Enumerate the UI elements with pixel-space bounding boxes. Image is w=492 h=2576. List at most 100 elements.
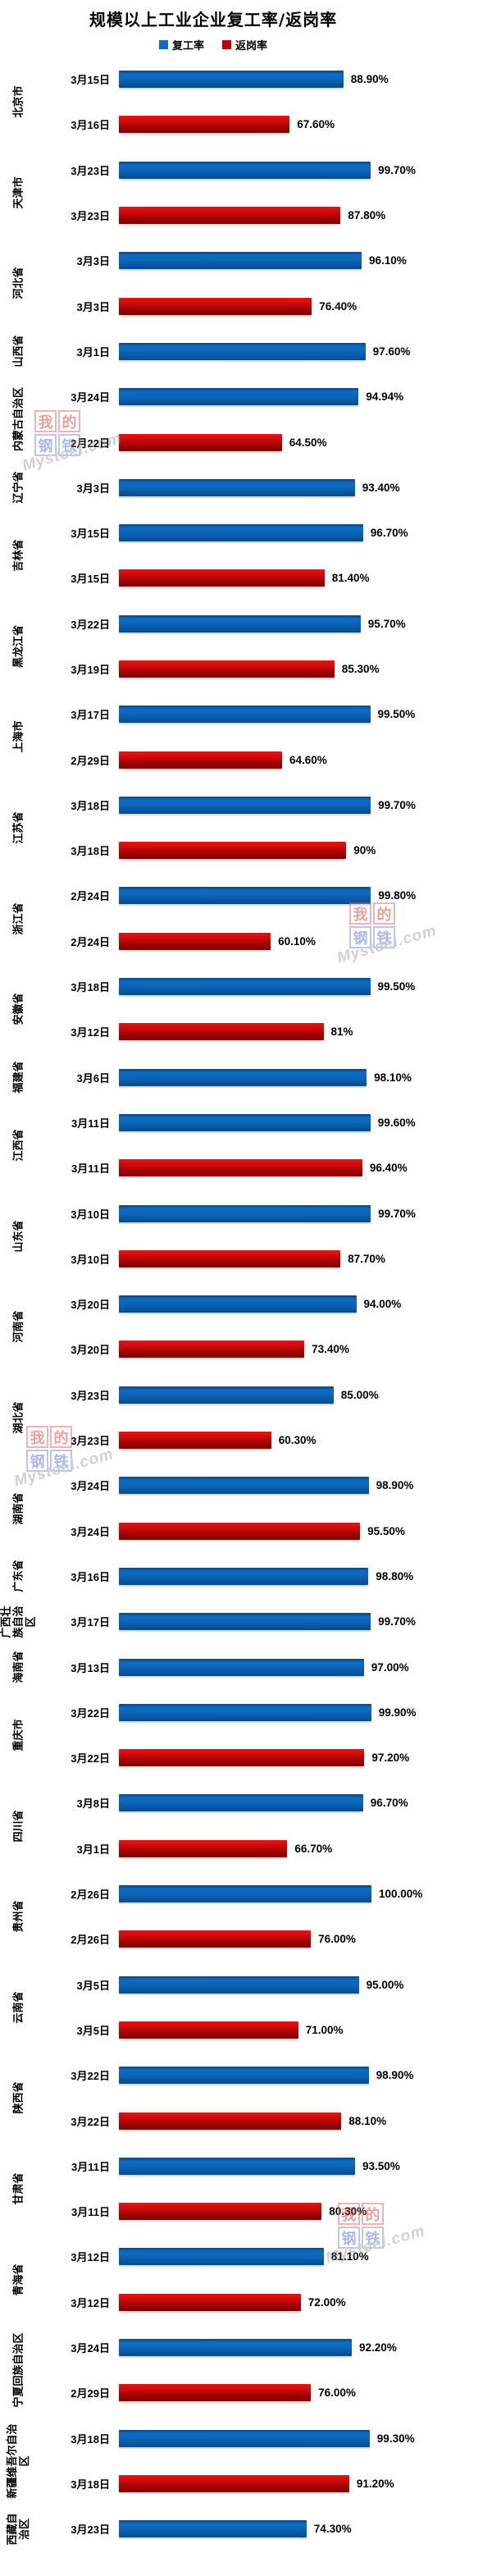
- date-label: 3月5日: [76, 1979, 110, 1992]
- date-label: 3月20日: [71, 1344, 110, 1357]
- date-label: 2月26日: [71, 1889, 110, 1902]
- bar-row: 3月18日 91.20%: [38, 2461, 492, 2506]
- region-group: 安徽省 3月18日 99.50% 3月12日 81%: [0, 964, 492, 1055]
- region-name: 吉林省: [11, 539, 25, 572]
- bar-track: 96.10%: [119, 238, 492, 283]
- resumption-rate-bar: [119, 887, 371, 905]
- bar-track: 100.00%: [119, 1871, 492, 1916]
- bar-row: 3月18日 99.30%: [38, 2415, 492, 2460]
- date-label: 3月12日: [71, 2296, 110, 2309]
- value-label: 73.40%: [312, 1343, 349, 1356]
- bar-track: 97.60%: [119, 329, 492, 374]
- region-group: 天津市 3月23日 99.70% 3月23日 87.80%: [0, 148, 492, 239]
- region-group: 上海市 3月17日 99.50% 2月29日 64.60%: [0, 692, 492, 783]
- region-name: 云南省: [11, 1991, 25, 2024]
- date-label: 3月18日: [71, 2478, 110, 2491]
- region-group: 黑龙江省 3月22日 95.70% 3月19日 85.30%: [0, 601, 492, 692]
- bar-row: 2月24日 99.80%: [38, 873, 492, 918]
- bar-track: 87.80%: [119, 193, 492, 238]
- value-label: 98.90%: [376, 2069, 414, 2082]
- value-label: 96.40%: [369, 1162, 408, 1175]
- region-name: 陕西省: [11, 2081, 25, 2114]
- region-group: 甘肃省 3月11日 93.50% 3月11日 80.30%: [0, 2144, 492, 2235]
- bar-row: 3月24日 95.50%: [38, 1509, 492, 1554]
- value-label: 99.70%: [378, 1615, 416, 1628]
- value-label: 96.70%: [370, 527, 408, 540]
- bar-row: 3月20日 73.40%: [38, 1327, 492, 1372]
- region-axis-label: 广西壮族自治区: [0, 1599, 38, 1644]
- date-label: 3月15日: [71, 528, 110, 541]
- bar-row: 3月3日 76.40%: [38, 283, 492, 328]
- bar-track: 64.50%: [119, 419, 492, 464]
- value-label: 88.10%: [348, 2114, 387, 2127]
- return-rate-bar: [119, 751, 282, 769]
- region-group: 江西省 3月11日 99.60% 3月11日 96.40%: [0, 1100, 492, 1191]
- value-label: 88.90%: [350, 73, 389, 86]
- region-axis-label: 四川省: [0, 1780, 38, 1871]
- bar-track: 97.00%: [119, 1644, 492, 1689]
- region-axis-label: 黑龙江省: [0, 601, 38, 692]
- region-group: 浙江省 2月24日 99.80% 2月24日 60.10%: [0, 873, 492, 964]
- bar-row: 3月22日 98.90%: [38, 2053, 492, 2098]
- date-label: 2月29日: [71, 754, 110, 767]
- bar-row: 3月12日 81%: [38, 1009, 492, 1054]
- value-label: 99.70%: [378, 163, 416, 176]
- resumption-rate-bar: [119, 614, 361, 633]
- bar-row: 3月23日 60.30%: [38, 1418, 492, 1463]
- bar-track: 71.00%: [119, 2007, 492, 2053]
- region-axis-label: 甘肃省: [0, 2144, 38, 2235]
- date-label: 3月24日: [71, 391, 110, 404]
- date-label: 3月18日: [71, 2432, 110, 2446]
- date-label: 3月12日: [71, 1026, 110, 1039]
- bar-row: 3月19日 85.30%: [38, 646, 492, 692]
- region-group: 辽宁省 3月3日 93.40%: [0, 465, 492, 510]
- bar-row: 3月16日 67.60%: [38, 102, 492, 147]
- date-label: 2月29日: [71, 2387, 110, 2400]
- bar-track: 99.50%: [119, 964, 492, 1009]
- return-rate-bar: [119, 1930, 312, 1948]
- date-label: 3月22日: [71, 1706, 110, 1720]
- region-axis-label: 云南省: [0, 1962, 38, 2053]
- bar-track: 73.40%: [119, 1327, 492, 1372]
- value-label: 97.00%: [371, 1660, 409, 1674]
- value-label: 99.70%: [378, 798, 416, 811]
- bar-row: 3月18日 99.50%: [38, 964, 492, 1009]
- resumption-rate-bar: [119, 1295, 357, 1313]
- legend-chip-blue-icon: [158, 39, 168, 49]
- bar-track: 97.20%: [119, 1735, 492, 1780]
- value-label: 60.10%: [278, 934, 316, 948]
- date-label: 2月22日: [71, 436, 110, 450]
- value-label: 81.10%: [330, 2250, 369, 2263]
- bar-row: 3月11日 80.30%: [38, 2189, 492, 2234]
- date-label: 3月1日: [76, 1843, 110, 1856]
- return-rate-bar: [119, 2203, 322, 2221]
- date-label: 3月3日: [76, 300, 110, 313]
- resumption-rate-bar: [119, 2429, 370, 2447]
- date-label: 2月24日: [71, 935, 110, 948]
- bar-track: 99.80%: [119, 873, 492, 918]
- bar-track: 99.70%: [119, 1190, 492, 1235]
- chart-title: 规模以上工业企业复工率/返岗率: [89, 10, 338, 30]
- return-rate-bar: [119, 116, 290, 134]
- region-group: 西藏自治区 3月23日 74.30%: [0, 2506, 492, 2551]
- value-label: 100.00%: [379, 1888, 423, 1901]
- bar-track: 98.10%: [119, 1055, 492, 1100]
- bar-track: 99.70%: [119, 1599, 492, 1644]
- region-name: 青海省: [11, 2263, 25, 2296]
- bar-track: 81.10%: [119, 2234, 492, 2279]
- date-label: 3月23日: [71, 2523, 110, 2537]
- date-label: 2月26日: [71, 1934, 110, 1947]
- resumption-rate-bar: [119, 1477, 369, 1495]
- date-label: 3月23日: [71, 210, 110, 223]
- region-axis-label: 辽宁省: [0, 465, 38, 510]
- bar-row: 3月10日 87.70%: [38, 1236, 492, 1281]
- value-label: 64.50%: [289, 436, 327, 449]
- date-label: 3月11日: [71, 1162, 110, 1176]
- bar-row: 3月23日 99.70%: [38, 148, 492, 193]
- bar-row: 3月1日 97.60%: [38, 329, 492, 374]
- bar-row: 3月24日 94.94%: [38, 374, 492, 419]
- return-rate-bar: [119, 2112, 342, 2130]
- date-label: 3月13日: [71, 1661, 110, 1674]
- resumption-rate-bar: [119, 252, 362, 270]
- value-label: 99.50%: [377, 708, 416, 721]
